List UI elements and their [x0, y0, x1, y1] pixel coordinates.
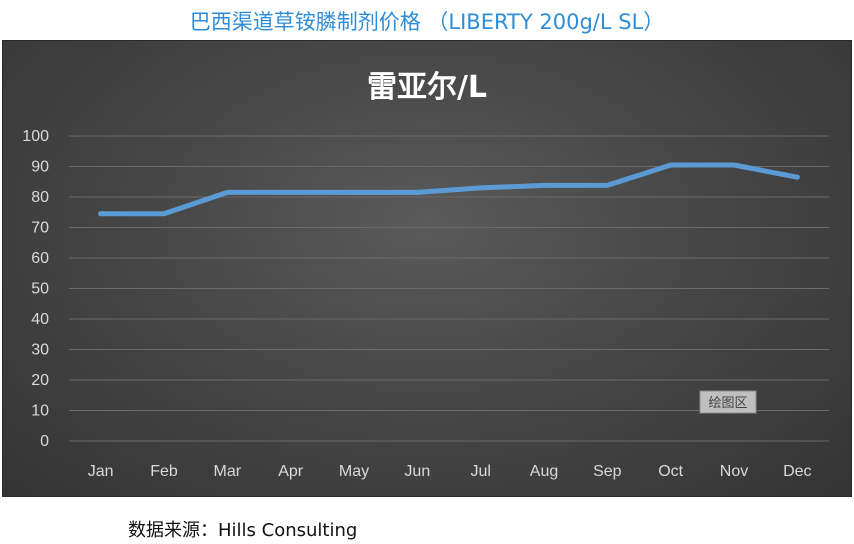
- x-tick-label: Jul: [470, 463, 490, 480]
- data-point: [414, 189, 420, 195]
- y-tick-label: 80: [31, 189, 49, 206]
- data-point: [161, 211, 167, 217]
- document-title: 巴西渠道草铵膦制剂价格 （LIBERTY 200g/L SL）: [189, 10, 665, 34]
- x-tick-label: Sep: [593, 463, 622, 480]
- y-tick-label: 70: [31, 220, 49, 237]
- x-tick-label: Jun: [404, 463, 430, 480]
- y-tick-label: 60: [31, 250, 49, 267]
- line-chart: 雷亚尔/L 0 10 20 30 40 50 60 70 80 90 100 Jan Feb Mar Ap…: [22, 70, 829, 480]
- chart-area: 雷亚尔/L 0 10 20 30 40 50 60 70 80 90 100 Jan Feb Mar Ap…: [2, 40, 852, 497]
- series-layer: [98, 162, 800, 217]
- x-tick-label: Nov: [720, 463, 748, 480]
- x-tick-label: Oct: [658, 463, 683, 480]
- y-tick-label: 30: [31, 342, 49, 359]
- x-tick-label: May: [339, 463, 369, 480]
- data-point: [541, 182, 547, 188]
- x-tick-label: Mar: [214, 463, 242, 480]
- y-tick-label: 100: [22, 128, 49, 145]
- data-point: [478, 185, 484, 191]
- chart-title: 雷亚尔/L: [367, 70, 487, 105]
- y-tick-label: 10: [31, 403, 49, 420]
- x-tick-label: Jan: [88, 463, 114, 480]
- data-point: [731, 162, 737, 168]
- y-tick-label: 20: [31, 372, 49, 389]
- y-tick-label: 50: [31, 281, 49, 298]
- y-tick-label: 0: [40, 433, 49, 450]
- data-point: [224, 189, 230, 195]
- data-point: [98, 211, 104, 217]
- plot-area-tag: 绘图区: [699, 390, 757, 414]
- data-point: [668, 162, 674, 168]
- x-tick-label: Aug: [530, 463, 558, 480]
- data-point: [604, 182, 610, 188]
- data-source-note: 数据来源：Hills Consulting: [128, 520, 358, 541]
- x-axis-ticks: Jan Feb Mar Apr May Jun Jul Aug Sep Oct Nov Dec: [88, 463, 812, 480]
- x-tick-label: Feb: [150, 463, 178, 480]
- x-tick-label: Apr: [278, 463, 304, 480]
- data-point: [288, 189, 294, 195]
- plot-area-tag-label: 绘图区: [708, 396, 747, 411]
- data-point: [794, 174, 800, 180]
- data-point: [351, 189, 357, 195]
- series-line: [98, 162, 800, 217]
- y-tick-label: 40: [31, 311, 49, 328]
- y-axis-ticks: 0 10 20 30 40 50 60 70 80 90 100: [22, 128, 49, 450]
- y-tick-label: 90: [31, 159, 49, 176]
- x-tick-label: Dec: [783, 463, 811, 480]
